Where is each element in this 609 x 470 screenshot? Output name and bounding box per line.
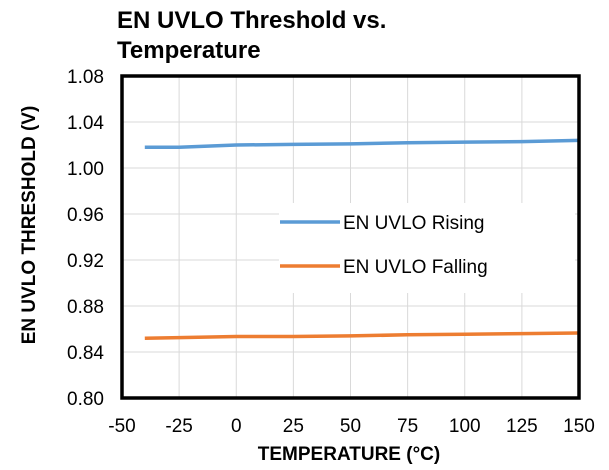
x-tick-label: -25	[165, 416, 192, 437]
y-tick-label: 0.96	[67, 205, 104, 226]
y-tick-label: 1.08	[67, 67, 104, 88]
series-lines	[144, 138, 580, 340]
x-tick-label: 100	[449, 416, 481, 437]
x-tick-label: 50	[340, 416, 361, 437]
chart-title-line-2: Temperature	[117, 37, 261, 64]
x-tick-label: 125	[506, 416, 538, 437]
x-tick-labels: -50 -25 0 25 50 75 100 125 150	[108, 416, 595, 437]
y-tick-label: 1.00	[67, 159, 104, 180]
plot-frame	[120, 74, 581, 400]
y-tick-label: 1.04	[67, 113, 104, 134]
legend-label-rising: EN UVLO Rising	[343, 213, 485, 234]
y-tick-label: 0.88	[67, 297, 104, 318]
x-tick-label: 150	[563, 416, 595, 437]
x-axis-title: TEMPERATURE (°C)	[258, 444, 440, 465]
legend: EN UVLO Rising EN UVLO Falling	[279, 203, 575, 293]
x-tick-label: 0	[231, 416, 242, 437]
x-tick-label: 75	[397, 416, 418, 437]
x-tick-label: 25	[283, 416, 304, 437]
legend-label-falling: EN UVLO Falling	[343, 257, 488, 278]
series-line-rising	[144, 138, 580, 150]
y-tick-label: 0.92	[67, 251, 104, 272]
y-axis-title: EN UVLO THRESHOLD (V)	[19, 106, 40, 345]
y-tick-labels: 0.80 0.84 0.88 0.92 0.96 1.00 1.04 1.08	[67, 67, 104, 410]
y-tick-label: 0.80	[67, 389, 104, 410]
x-tick-label: -50	[108, 416, 135, 437]
series-line-falling	[144, 331, 580, 340]
legend-background	[279, 203, 575, 293]
chart-title-line-1: EN UVLO Threshold vs.	[117, 7, 386, 34]
y-tick-label: 0.84	[67, 343, 104, 364]
